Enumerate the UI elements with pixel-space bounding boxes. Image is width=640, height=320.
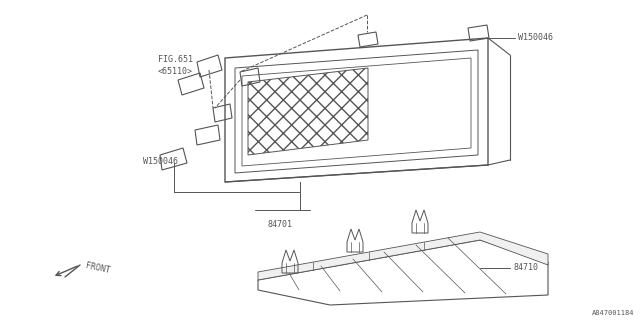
Text: W150046: W150046 <box>518 34 553 43</box>
Polygon shape <box>248 68 368 155</box>
Text: <65110>: <65110> <box>158 68 193 76</box>
Text: W150046: W150046 <box>143 157 178 166</box>
Polygon shape <box>258 232 548 280</box>
Text: 84701: 84701 <box>268 220 292 229</box>
Text: 84710: 84710 <box>513 263 538 273</box>
Text: FRONT: FRONT <box>85 261 111 275</box>
Text: FIG.651: FIG.651 <box>158 54 193 63</box>
Text: A847001184: A847001184 <box>591 310 634 316</box>
